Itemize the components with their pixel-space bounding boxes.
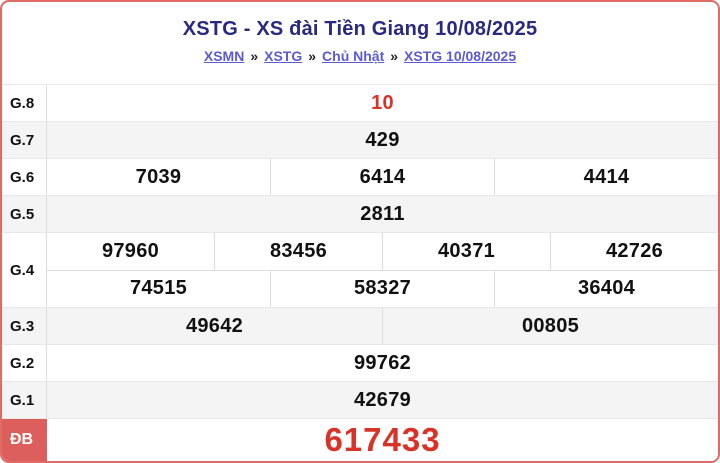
breadcrumb-separator: » <box>250 48 259 64</box>
prize-value: 00805 <box>382 308 718 344</box>
prize-label-g3: G.3 <box>2 308 47 344</box>
prize-value: 83456 <box>214 233 382 270</box>
prize-value: 49642 <box>185 314 244 337</box>
prize-value: 58327 <box>270 270 494 307</box>
page-title: XSTG - XS đài Tiền Giang 10/08/2025 <box>182 18 538 40</box>
prize-subrow: 2811 <box>47 196 718 232</box>
results-table: G.8 10 G.7 429 G.6 7039 6414 4414 G.5 2811 G.4 9796… <box>2 84 718 461</box>
prize-value: 99762 <box>353 351 412 374</box>
prize-value: 74515 <box>129 277 188 300</box>
prize-cells-g5: 2811 <box>47 196 718 232</box>
prize-value: 10 <box>371 91 394 114</box>
breadcrumb: XSMN » XSTG » Chủ Nhật » XSTG 10/08/2025 <box>204 48 516 64</box>
prize-subrow: 7039 6414 4414 <box>47 159 718 195</box>
prize-row-g3: G.3 49642 00805 <box>2 308 718 345</box>
prize-label-g4: G.4 <box>2 233 47 307</box>
prize-row-g6: G.6 7039 6414 4414 <box>2 159 718 196</box>
breadcrumb-link-2[interactable]: XSTG <box>264 48 303 64</box>
prize-value: 42726 <box>550 233 718 270</box>
prize-row-g2: G.2 99762 <box>2 345 718 382</box>
prize-subrow: 74515 58327 36404 <box>47 269 718 307</box>
card-header: XSTG - XS đài Tiền Giang 10/08/2025 XSMN… <box>2 2 718 84</box>
prize-cells-g7: 429 <box>47 122 718 158</box>
prize-value: 617433 <box>324 421 441 458</box>
breadcrumb-link-3[interactable]: Chủ Nhật <box>322 48 385 64</box>
breadcrumb-link-4[interactable]: XSTG 10/08/2025 <box>404 48 517 64</box>
prize-value: 7039 <box>135 165 182 188</box>
prize-cells-g4: 97960 83456 40371 42726 74515 58327 36404 <box>47 233 718 307</box>
prize-label-g7: G.7 <box>2 122 47 158</box>
prize-row-db: ĐB 617433 <box>2 419 718 461</box>
prize-row-g4: G.4 97960 83456 40371 42726 74515 58327 36404 <box>2 233 718 308</box>
breadcrumb-link-1[interactable]: XSMN <box>203 48 245 64</box>
prize-label-g6: G.6 <box>2 159 47 195</box>
prize-cells-db: 617433 <box>47 419 718 461</box>
prize-row-g1: G.1 42679 <box>2 382 718 419</box>
prize-row-g5: G.5 2811 <box>2 196 718 233</box>
prize-subrow: 49642 00805 <box>47 308 718 344</box>
prize-subrow: 42679 <box>47 382 718 418</box>
prize-subrow: 617433 <box>47 419 718 461</box>
prize-cells-g2: 99762 <box>47 345 718 381</box>
prize-label-g5: G.5 <box>2 196 47 232</box>
prize-label-g1: G.1 <box>2 382 47 418</box>
prize-cells-g3: 49642 00805 <box>47 308 718 344</box>
prize-subrow: 10 <box>47 85 718 121</box>
prize-value: 42679 <box>353 388 412 411</box>
prize-value: 4414 <box>494 159 718 195</box>
prize-label-db: ĐB <box>2 419 47 461</box>
prize-cells-g6: 7039 6414 4414 <box>47 159 718 195</box>
prize-subrow: 429 <box>47 122 718 158</box>
prize-label-g2: G.2 <box>2 345 47 381</box>
prize-value: 429 <box>365 128 400 151</box>
breadcrumb-separator: » <box>308 48 317 64</box>
prize-label-g8: G.8 <box>2 85 47 121</box>
prize-row-g8: G.8 10 <box>2 85 718 122</box>
prize-cells-g8: 10 <box>47 85 718 121</box>
prize-subrow: 97960 83456 40371 42726 <box>47 233 718 270</box>
prize-subrow: 99762 <box>47 345 718 381</box>
prize-value: 40371 <box>382 233 550 270</box>
prize-value: 6414 <box>270 159 494 195</box>
prize-value: 36404 <box>494 270 718 307</box>
prize-value: 2811 <box>360 202 405 225</box>
prize-row-g7: G.7 429 <box>2 122 718 159</box>
prize-value: 97960 <box>101 239 160 262</box>
prize-cells-g1: 42679 <box>47 382 718 418</box>
breadcrumb-separator: » <box>390 48 399 64</box>
